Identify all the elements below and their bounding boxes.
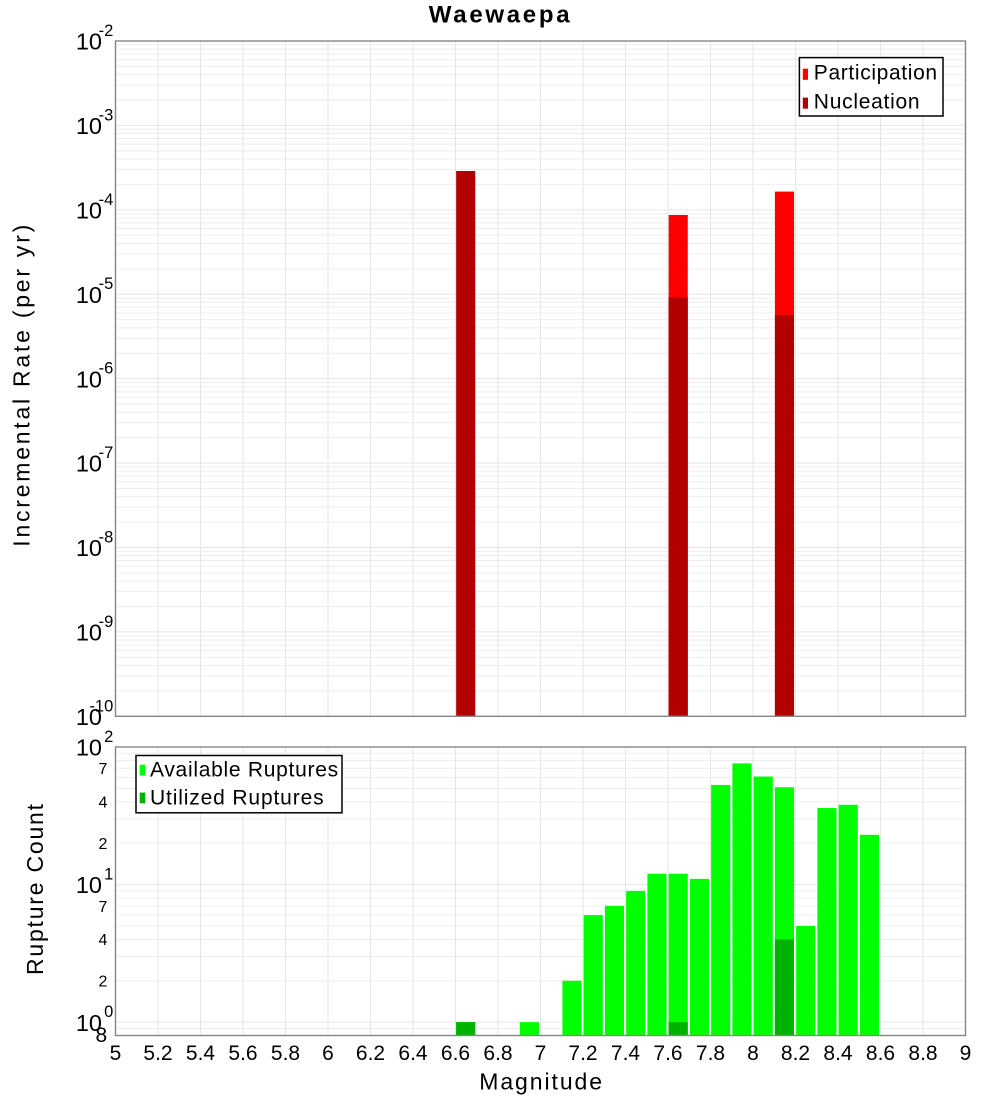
svg-text:Waewaepa: Waewaepa [429,1,570,28]
svg-text:-10: -10 [89,697,113,715]
svg-text:10: 10 [76,366,102,392]
svg-text:2: 2 [98,836,107,853]
svg-text:-4: -4 [99,191,114,209]
svg-text:7.2: 7.2 [568,1042,597,1065]
svg-text:10: 10 [76,451,102,477]
svg-text:4: 4 [98,932,107,949]
svg-text:6.2: 6.2 [356,1042,385,1065]
svg-text:10: 10 [76,197,102,223]
svg-text:Participation: Participation [814,62,937,85]
svg-text:5.8: 5.8 [271,1042,300,1065]
svg-text:-8: -8 [99,528,114,546]
svg-text:7.6: 7.6 [653,1042,682,1065]
svg-text:10: 10 [76,704,102,730]
svg-text:5.4: 5.4 [186,1042,216,1065]
svg-text:10: 10 [76,735,102,761]
svg-text:10: 10 [76,535,102,561]
svg-text:-5: -5 [99,275,114,293]
svg-text:7: 7 [535,1042,547,1065]
svg-text:10: 10 [76,29,102,55]
svg-text:8.4: 8.4 [823,1042,853,1065]
svg-text:10: 10 [76,1010,102,1036]
svg-text:5: 5 [110,1042,122,1065]
svg-text:7: 7 [98,899,107,916]
svg-text:8.8: 8.8 [908,1042,937,1065]
svg-text:4: 4 [98,795,107,812]
svg-text:2: 2 [104,728,113,746]
svg-text:-6: -6 [99,360,114,378]
svg-text:7.4: 7.4 [611,1042,641,1065]
svg-text:Utilized Ruptures: Utilized Ruptures [150,787,324,810]
svg-text:6.4: 6.4 [398,1042,428,1065]
svg-text:6.6: 6.6 [441,1042,470,1065]
svg-text:5.6: 5.6 [228,1042,257,1065]
svg-text:Magnitude: Magnitude [479,1069,602,1095]
svg-text:10: 10 [76,113,102,139]
svg-text:0: 0 [104,1003,113,1021]
svg-text:5.2: 5.2 [143,1042,172,1065]
svg-text:8: 8 [747,1042,759,1065]
svg-text:7.8: 7.8 [696,1042,725,1065]
svg-text:9: 9 [960,1042,972,1065]
svg-text:10: 10 [76,872,102,898]
svg-text:8.2: 8.2 [781,1042,810,1065]
svg-text:2: 2 [98,974,107,991]
svg-text:Nucleation: Nucleation [814,90,920,113]
svg-text:-3: -3 [99,106,114,124]
svg-text:-9: -9 [99,613,114,631]
svg-text:6: 6 [322,1042,334,1065]
svg-text:Available Ruptures: Available Ruptures [150,759,338,782]
svg-text:1: 1 [104,866,113,884]
svg-text:Rupture Count: Rupture Count [22,803,48,975]
svg-text:8: 8 [96,1024,108,1047]
svg-text:10: 10 [76,282,102,308]
svg-text:6.8: 6.8 [483,1042,512,1065]
svg-text:-7: -7 [99,444,114,462]
svg-text:-2: -2 [99,22,114,40]
svg-text:7: 7 [98,761,107,778]
svg-text:8.6: 8.6 [866,1042,895,1065]
svg-text:10: 10 [76,619,102,645]
